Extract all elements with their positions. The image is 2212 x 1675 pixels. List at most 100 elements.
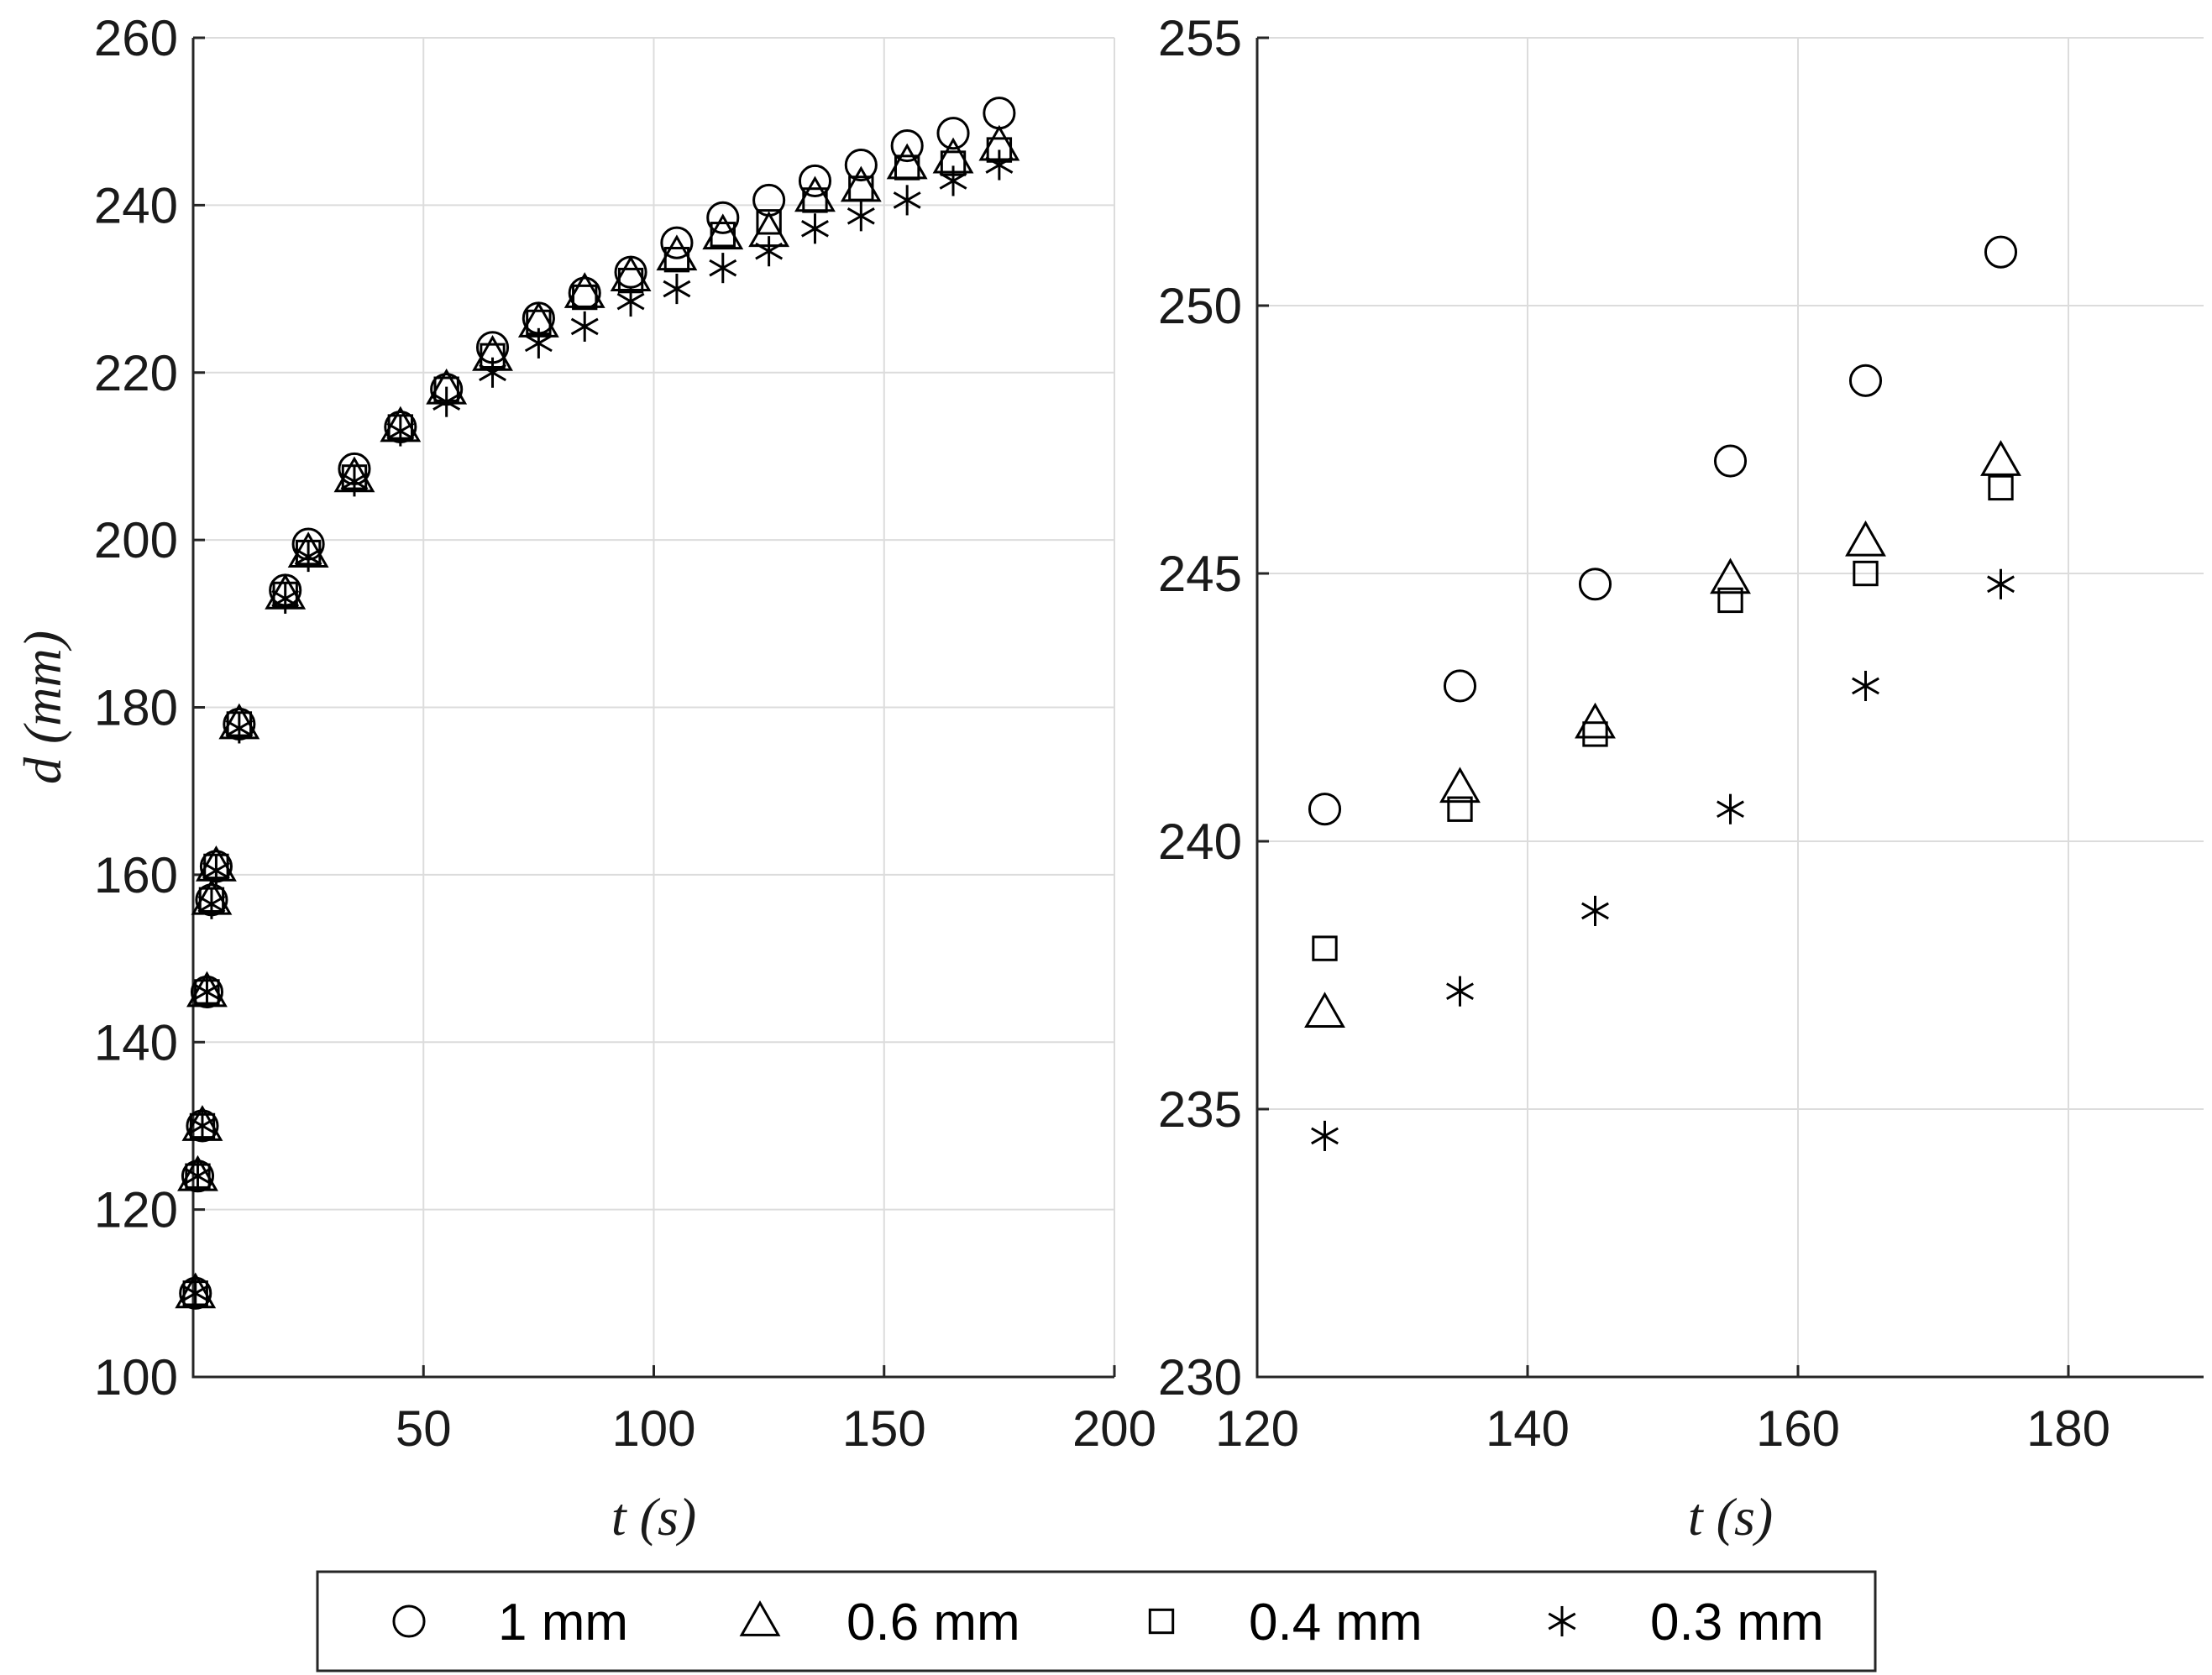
data-point-triangle: [1575, 702, 1616, 739]
left-plot: 50 100 150 200 100 120 140 160 180 200 220 240 260 t …: [13, 10, 1156, 1547]
data-point-circle: [890, 129, 924, 163]
data-point-square: [848, 175, 874, 202]
legend-marker-asterisk: [1548, 1605, 1576, 1637]
data-point-circle: [936, 117, 970, 150]
y-tick-label: 220: [94, 345, 178, 401]
data-point-asterisk: [386, 416, 415, 447]
data-point-triangle: [1710, 557, 1751, 594]
y-tick-label: 240: [94, 177, 178, 233]
legend-label: 0.3 mm: [1650, 1594, 1824, 1651]
data-point-square: [572, 284, 598, 311]
x-tick-label: 200: [1072, 1400, 1156, 1457]
x-tick-label: 150: [842, 1400, 926, 1457]
data-point-square: [756, 209, 782, 235]
y-tick-label: 180: [94, 680, 178, 736]
data-point-asterisk: [1581, 895, 1609, 926]
data-point-asterisk: [340, 466, 369, 497]
legend-marker-triangle: [739, 1600, 781, 1636]
data-point-triangle: [1304, 992, 1345, 1029]
data-point-asterisk: [893, 185, 921, 216]
y-tick-label: 100: [94, 1349, 178, 1405]
data-point-triangle: [1439, 767, 1481, 803]
data-point-triangle: [1980, 440, 2021, 476]
data-point-asterisk: [184, 1160, 212, 1191]
legend-label: 0.4 mm: [1249, 1594, 1423, 1651]
x-tick-label: 180: [2026, 1400, 2110, 1457]
data-point-circle: [798, 164, 832, 198]
y-tick-label: 245: [1158, 546, 1242, 602]
data-point-circle: [1984, 235, 2018, 269]
data-point-square: [1312, 935, 1338, 961]
y-tick-label: 235: [1158, 1081, 1242, 1138]
data-point-asterisk: [524, 327, 553, 359]
y-tick-label: 200: [94, 512, 178, 568]
y-tick-label: 250: [1158, 278, 1242, 334]
data-point-asterisk: [755, 236, 784, 267]
data-point-asterisk: [271, 583, 300, 614]
data-point-asterisk: [1852, 670, 1879, 702]
y-tick-label: 140: [94, 1014, 178, 1070]
data-point-square: [1582, 721, 1608, 747]
data-point-asterisk: [985, 149, 1014, 181]
data-point-circle: [660, 226, 694, 259]
legend-label: 1 mm: [498, 1594, 628, 1651]
legend-marker-square: [1148, 1608, 1175, 1635]
data-point-asterisk: [225, 713, 254, 744]
data-point-asterisk: [616, 285, 645, 317]
data-point-asterisk: [197, 888, 226, 919]
data-point-asterisk: [1987, 568, 2015, 599]
x-tick-label: 120: [1215, 1400, 1299, 1457]
y-tick-label: 230: [1158, 1349, 1242, 1405]
data-point-triangle: [656, 234, 698, 271]
data-point-square: [802, 187, 828, 213]
data-point-asterisk: [181, 1278, 210, 1309]
data-point-triangle: [1845, 520, 1886, 557]
data-point-square: [1988, 474, 2014, 501]
legend-marker-circle: [392, 1604, 426, 1638]
x-axis-label: t (s): [1688, 1487, 1773, 1547]
data-point-asterisk: [479, 357, 506, 388]
x-tick-label: 50: [396, 1400, 452, 1457]
data-point-circle: [844, 148, 878, 182]
legend: 1 mm 0.6 mm 0.4 mm 0.3 mm: [316, 1570, 1877, 1672]
x-axis-label: t (s): [611, 1487, 696, 1547]
data-point-square: [894, 154, 920, 181]
data-point-asterisk: [939, 165, 967, 196]
data-point-circle: [1713, 444, 1748, 478]
x-tick-label: 100: [611, 1400, 695, 1457]
data-point-square: [1853, 560, 1879, 587]
data-point-circle: [1578, 568, 1612, 601]
data-point-triangle: [702, 213, 744, 250]
y-tick-label: 160: [94, 847, 178, 903]
data-point-asterisk: [1446, 976, 1474, 1007]
data-point-circle: [1443, 669, 1477, 703]
axes: [1255, 38, 2204, 1379]
data-point-square: [1717, 587, 1743, 614]
data-point-triangle: [563, 272, 605, 308]
y-axis-label: d (mm): [13, 631, 72, 784]
data-point-circle: [706, 201, 740, 234]
data-point-asterisk: [432, 386, 461, 417]
data-point-asterisk: [1311, 1120, 1339, 1151]
data-point-asterisk: [709, 253, 737, 284]
data-point-asterisk: [801, 213, 829, 244]
data-point-asterisk: [188, 1110, 217, 1141]
data-point-square: [663, 246, 690, 273]
data-point-circle: [1308, 793, 1342, 826]
data-point-asterisk: [202, 855, 230, 886]
x-tick-label: 140: [1486, 1400, 1570, 1457]
data-point-square: [1447, 796, 1473, 822]
data-point-asterisk: [570, 311, 599, 342]
data-point-asterisk: [294, 542, 322, 573]
data-point-square: [710, 222, 736, 248]
y-tick-label: 255: [1158, 10, 1242, 66]
legend-box: [316, 1570, 1877, 1672]
data-point-asterisk: [1717, 793, 1744, 824]
data-point-asterisk: [663, 274, 691, 305]
y-tick-label: 260: [94, 10, 178, 66]
x-tick-label: 160: [1756, 1400, 1840, 1457]
data-point-circle: [1848, 364, 1883, 397]
data-point-circle: [983, 97, 1016, 130]
data-point-asterisk: [193, 976, 221, 1008]
